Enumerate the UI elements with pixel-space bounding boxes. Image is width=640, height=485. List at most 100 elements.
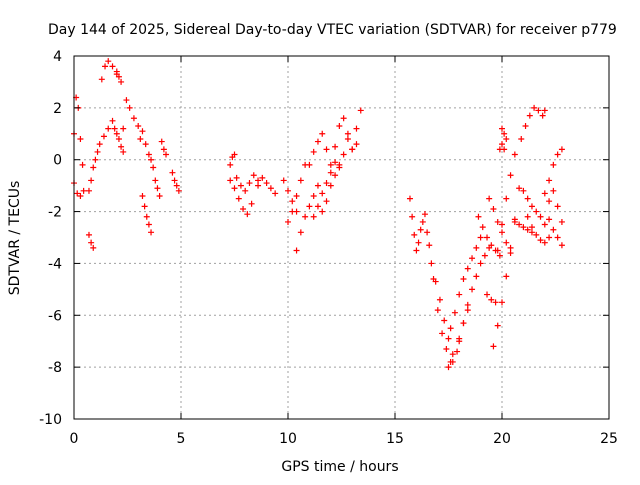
data-point [319, 130, 326, 137]
data-point [484, 291, 491, 298]
x-tick-label: 10 [279, 431, 297, 447]
data-point [477, 234, 484, 241]
x-tick-label: 15 [386, 431, 404, 447]
data-point [340, 115, 347, 122]
data-point [499, 229, 505, 236]
data-point [314, 138, 321, 145]
data-point [531, 104, 538, 111]
data-series [494, 151, 518, 254]
data-point [419, 218, 426, 225]
data-point [152, 177, 159, 184]
data-point [240, 205, 247, 212]
data-point [554, 151, 561, 158]
data-series [490, 185, 523, 350]
data-point [533, 208, 540, 215]
data-point [323, 198, 330, 205]
data-point [541, 239, 548, 246]
data-point [123, 97, 130, 104]
data-series [120, 97, 144, 142]
data-point [501, 130, 508, 137]
data-point [415, 239, 422, 246]
data-point [503, 273, 510, 280]
data-point [327, 182, 334, 189]
y-tick-label: -6 [48, 308, 62, 324]
data-point [113, 130, 120, 137]
data-point [526, 112, 533, 119]
data-point [319, 190, 326, 197]
data-point [481, 252, 488, 259]
data-point [154, 185, 161, 192]
data-point [237, 182, 244, 189]
data-point [417, 226, 424, 233]
y-tick-label: 0 [53, 153, 62, 169]
data-point [406, 195, 413, 202]
data-point [528, 224, 535, 231]
data-point [336, 123, 343, 130]
data-point [533, 231, 540, 238]
data-series [546, 216, 565, 249]
data-point [169, 169, 176, 176]
data-point [520, 187, 527, 194]
data-series [499, 125, 510, 142]
data-point [445, 364, 452, 371]
data-point [447, 325, 454, 332]
data-point [473, 273, 480, 280]
data-point [344, 135, 351, 142]
data-point [494, 247, 501, 254]
y-tick-label: -10 [39, 412, 62, 428]
data-point [85, 187, 92, 194]
data-point [244, 211, 251, 218]
data-point [120, 148, 127, 155]
data-point [426, 242, 433, 249]
data-point [148, 156, 155, 163]
data-point [546, 177, 553, 184]
data-series [518, 104, 548, 142]
chart-title: Day 144 of 2025, Sidereal Day-to-day VTE… [48, 22, 617, 38]
data-point [449, 351, 456, 358]
data-series [447, 234, 484, 332]
data-point [118, 78, 125, 85]
data-series [306, 130, 334, 168]
data-point [246, 180, 253, 187]
data-point [516, 221, 523, 228]
data-point [88, 239, 95, 246]
data-point [235, 195, 242, 202]
data-point [156, 193, 163, 200]
data-point [310, 148, 317, 155]
data-point [518, 135, 525, 142]
data-point [135, 123, 142, 130]
data-point [449, 358, 456, 365]
data-point [231, 185, 238, 192]
data-series [255, 174, 279, 197]
data-point [255, 177, 262, 184]
data-point [546, 198, 553, 205]
x-tick-label: 5 [177, 431, 186, 447]
data-point [289, 208, 296, 215]
data-point [490, 205, 497, 212]
data-point [524, 213, 531, 220]
data-point [432, 278, 439, 285]
data-point [231, 151, 238, 158]
data-point [145, 221, 152, 228]
data-point [100, 133, 107, 140]
data-point [327, 161, 334, 168]
data-series [139, 193, 155, 236]
data-point [499, 141, 505, 148]
data-point [306, 161, 313, 168]
data-point [332, 143, 339, 150]
data-point [306, 203, 313, 210]
data-point [118, 143, 125, 150]
data-series [428, 260, 456, 358]
data-point [507, 250, 514, 257]
data-series [227, 177, 255, 218]
data-point [137, 135, 144, 142]
data-series [496, 141, 508, 153]
data-point [411, 231, 418, 238]
data-point [263, 180, 270, 187]
data-point [148, 229, 155, 236]
data-point [130, 115, 137, 122]
data-point [484, 234, 491, 241]
